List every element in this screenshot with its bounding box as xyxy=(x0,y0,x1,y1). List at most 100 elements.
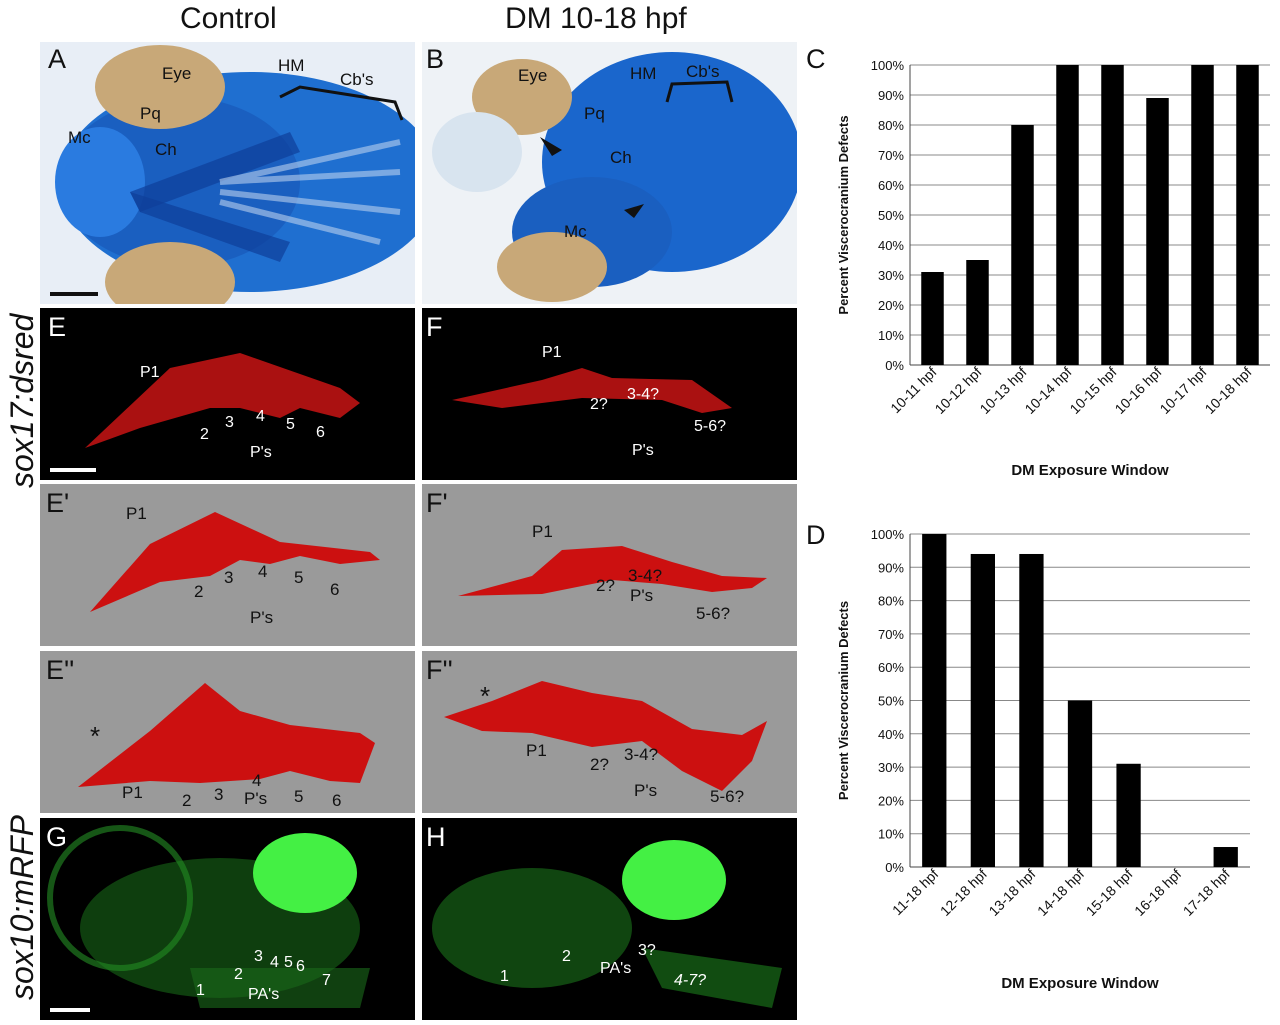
panel-b: B Eye HM Cb's Pq Ch Mc xyxy=(422,42,797,304)
label-f2-ps: P's xyxy=(634,781,658,800)
label-mc: Mc xyxy=(68,128,91,147)
panel-letter-e-prime: E' xyxy=(46,488,70,518)
label-h-1: 1 xyxy=(500,968,509,985)
bar-10-17-hpf xyxy=(1191,65,1214,365)
label-e-4: 4 xyxy=(256,408,265,425)
label-cbs: Cb's xyxy=(340,70,374,89)
panel-a: A Eye HM Cb's Pq Mc Ch xyxy=(40,42,415,304)
label-e-p1: P1 xyxy=(140,364,160,381)
y-tick-label: 60% xyxy=(878,178,904,193)
label-f-ps: P's xyxy=(632,442,654,459)
label-h-3: 3? xyxy=(638,942,656,959)
y-tick-label: 0% xyxy=(885,358,904,373)
panel-a-image xyxy=(40,42,415,304)
panel-f: F P1 2? 3-4? 5-6? P's xyxy=(422,308,797,480)
panel-letter-c: C xyxy=(806,44,826,74)
panel-g-image xyxy=(47,825,370,1012)
y-tick-label: 60% xyxy=(878,660,904,675)
label-hm-b: HM xyxy=(630,64,657,83)
panel-h-image xyxy=(432,840,782,1008)
y-tick-label: 70% xyxy=(878,148,904,163)
label-e-5: 5 xyxy=(286,416,295,433)
label-g-pas: PA's xyxy=(248,986,280,1003)
bar-10-12-hpf xyxy=(966,260,989,365)
x-tick-label: 12-18 hpf xyxy=(937,866,990,919)
label-e2-2: 2 xyxy=(182,791,192,810)
y-axis-title: Percent Viscerocranium Defects xyxy=(836,601,851,800)
panel-e-double-prime: E'' * P1 2 3 4 P's 5 6 xyxy=(40,651,415,813)
x-tick-label: 16-18 hpf xyxy=(1131,866,1184,919)
panel-e-prime: E' P1 2 3 4 5 6 P's xyxy=(40,484,415,646)
panel-letter-f: F xyxy=(426,312,443,342)
panel-e-prime-image xyxy=(90,512,380,612)
bar-10-14-hpf xyxy=(1056,65,1079,365)
y-tick-label: 20% xyxy=(878,298,904,313)
panel-e-image xyxy=(50,353,360,472)
label-f2-2: 2? xyxy=(590,755,609,774)
label-f-34: 3-4? xyxy=(627,386,660,403)
panel-g: G 1 2 3 4 5 6 7 PA's xyxy=(40,818,415,1020)
label-e2-p1: P1 xyxy=(122,783,143,802)
label-e2-4: 4 xyxy=(252,771,262,790)
label-e1-3: 3 xyxy=(224,568,234,587)
label-f1-2: 2? xyxy=(596,576,615,595)
panel-letter-f-double-prime: F'' xyxy=(426,655,453,685)
panel-letter-f-prime: F' xyxy=(426,488,448,518)
label-f2-p1: P1 xyxy=(526,741,547,760)
label-e2-ps: P's xyxy=(244,789,268,808)
panel-f-prime-image xyxy=(458,546,767,596)
label-e1-5: 5 xyxy=(294,568,304,587)
panel-f-double-prime-image xyxy=(444,681,767,791)
panel-f-prime: F' P1 2? 3-4? P's 5-6? xyxy=(422,484,797,646)
bar-15-18-hpf xyxy=(1116,763,1141,867)
panel-f-image xyxy=(452,368,732,413)
label-eye: Eye xyxy=(162,64,192,83)
panel-letter-b: B xyxy=(426,44,445,74)
label-f1-56: 5-6? xyxy=(696,604,731,623)
label-h-pas: PA's xyxy=(600,960,632,977)
x-tick-label: 10-12 hpf xyxy=(931,364,984,417)
y-tick-label: 100% xyxy=(871,527,905,542)
bar-12-18-hpf xyxy=(970,553,995,867)
label-f2-star: * xyxy=(480,681,491,711)
label-e1-4: 4 xyxy=(258,562,268,581)
panel-letter-a: A xyxy=(48,44,67,74)
y-tick-label: 80% xyxy=(878,594,904,609)
label-f1-ps: P's xyxy=(630,586,654,605)
label-e-3: 3 xyxy=(225,414,234,431)
panel-letter-e-double-prime: E'' xyxy=(46,655,75,685)
label-e-ps: P's xyxy=(250,444,272,461)
y-tick-label: 50% xyxy=(878,208,904,223)
panel-letter-h: H xyxy=(426,822,446,852)
y-tick-label: 40% xyxy=(878,727,904,742)
label-ch-b: Ch xyxy=(610,148,632,167)
y-tick-label: 80% xyxy=(878,118,904,133)
chart-c: 0%10%20%30%40%50%60%70%80%90%100%10-11 h… xyxy=(836,58,1270,479)
label-e1-6: 6 xyxy=(330,580,340,599)
label-e2-5: 5 xyxy=(294,787,304,806)
column-title-dm: DM 10-18 hpf xyxy=(505,2,687,35)
y-tick-label: 90% xyxy=(878,560,904,575)
label-f2-34: 3-4? xyxy=(624,745,659,764)
label-f-2: 2? xyxy=(590,396,608,413)
bar-10-15-hpf xyxy=(1101,65,1124,365)
label-pq: Pq xyxy=(140,104,161,123)
label-e1-2: 2 xyxy=(194,582,204,601)
y-tick-label: 50% xyxy=(878,694,904,709)
label-g-2: 2 xyxy=(234,966,243,983)
y-tick-label: 40% xyxy=(878,238,904,253)
label-e-6: 6 xyxy=(316,424,325,441)
bar-10-18-hpf xyxy=(1236,65,1259,365)
label-g-4: 4 xyxy=(270,954,279,971)
label-f-56: 5-6? xyxy=(694,418,727,435)
label-g-3: 3 xyxy=(254,948,263,965)
x-tick-label: 10-16 hpf xyxy=(1111,364,1164,417)
label-f1-p1: P1 xyxy=(532,522,553,541)
x-tick-label: 15-18 hpf xyxy=(1083,866,1136,919)
panel-letter-e: E xyxy=(48,312,67,342)
x-axis-title: DM Exposure Window xyxy=(1011,462,1169,479)
x-tick-label: 17-18 hpf xyxy=(1180,866,1233,919)
panel-f-double-prime: F'' * P1 2? 3-4? P's 5-6? xyxy=(422,651,797,813)
bar-11-18-hpf xyxy=(922,534,947,867)
side-label-sox17: sox17:dsred xyxy=(4,313,40,488)
